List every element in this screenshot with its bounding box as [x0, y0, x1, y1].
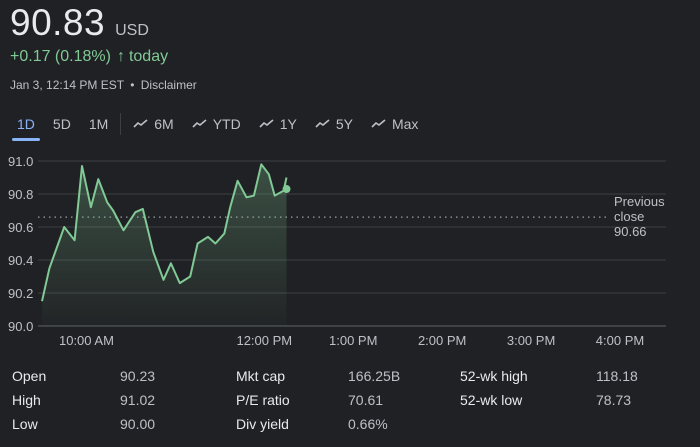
stat-label-52-wk-low: 52-wk low	[460, 392, 523, 408]
previous-close-label-line: close	[614, 209, 644, 224]
price-line	[41, 163, 288, 302]
previous-close-value: 90.66	[614, 224, 647, 239]
tab-label: 1D	[17, 116, 35, 132]
disclaimer-link[interactable]: Disclaimer	[140, 78, 197, 92]
stat-label-mkt-cap: Mkt cap	[236, 368, 286, 384]
tab-max[interactable]: Max	[362, 110, 427, 138]
tab-label: Max	[391, 116, 419, 132]
trend-icon	[315, 116, 330, 132]
range-tabs: 1D 5D 1M 6M YTD 1Y 5Y Max	[8, 110, 427, 141]
tab-1m[interactable]: 1M	[80, 110, 117, 138]
stat-value-open: 90.23	[120, 368, 156, 384]
trend-icon	[371, 116, 386, 132]
x-tick-label: 3:00 PM	[507, 333, 555, 348]
trend-icon	[259, 116, 274, 132]
previous-close-label-line: Previous	[614, 194, 665, 209]
price-area	[42, 164, 287, 326]
stat-value-52-wk-low: 78.73	[596, 392, 632, 408]
stat-value-div-yield: 0.66%	[348, 416, 388, 432]
quote-meta: Jan 3, 12:14 PM EST • Disclaimer	[10, 78, 197, 92]
price-change: +0.17 (0.18%) ↑ today	[10, 48, 168, 66]
tab-1y[interactable]: 1Y	[250, 110, 306, 138]
quote-header: 90.83 USD	[10, 2, 149, 44]
y-tick-label: 90.8	[8, 187, 33, 202]
trend-icon	[192, 116, 207, 132]
y-tick-label: 90.6	[8, 220, 33, 235]
y-tick-label: 91.0	[8, 154, 33, 169]
stat-label-open: Open	[12, 368, 47, 384]
timestamp: Jan 3, 12:14 PM EST	[10, 78, 124, 92]
x-tick-label: 1:00 PM	[329, 333, 377, 348]
x-tick-label: 2:00 PM	[418, 333, 466, 348]
tab-ytd[interactable]: YTD	[183, 110, 250, 138]
stat-label-div-yield: Div yield	[236, 416, 289, 432]
tab-label: 5Y	[335, 116, 353, 132]
stat-label-low: Low	[12, 416, 38, 432]
stat-value-low: 90.00	[120, 416, 156, 432]
tab-label: 1M	[88, 116, 109, 132]
x-tick-label: 4:00 PM	[596, 333, 644, 348]
stat-label-52-wk-high: 52-wk high	[460, 368, 528, 384]
tab-label: 6M	[154, 116, 174, 132]
stat-value-high: 91.02	[120, 392, 156, 408]
stat-label-p-e-ratio: P/E ratio	[236, 392, 290, 408]
x-tick-label: 12:00 PM	[236, 333, 292, 348]
stat-label-high: High	[12, 392, 41, 408]
tab-label: 5D	[52, 116, 71, 132]
price-chart: 91.0 90.8 90.6 90.4 90.2 90.0 10:00 AM 12:00 PM…	[8, 154, 666, 348]
previous-close-label: Previous close	[614, 194, 665, 224]
y-tick-label: 90.0	[8, 319, 33, 334]
separator: •	[130, 78, 135, 92]
trend-icon	[133, 116, 148, 132]
tab-divider	[120, 113, 122, 135]
tab-5d[interactable]: 5D	[44, 110, 80, 138]
y-tick-label: 90.4	[8, 253, 33, 268]
tab-label: 1Y	[279, 116, 297, 132]
tab-1d[interactable]: 1D	[8, 110, 44, 141]
currency-label: USD	[115, 22, 149, 39]
current-price: 90.83	[10, 2, 106, 43]
stat-value-mkt-cap: 166.25B	[348, 368, 401, 384]
up-arrow-icon: ↑	[116, 48, 125, 65]
last-price-dot	[282, 185, 291, 194]
stat-value-52-wk-high: 118.18	[596, 368, 638, 384]
tab-label: YTD	[212, 116, 241, 132]
tab-5y[interactable]: 5Y	[306, 110, 362, 138]
change-value: +0.17 (0.18%)	[10, 48, 111, 65]
tab-6m[interactable]: 6M	[124, 110, 182, 138]
change-period: today	[128, 48, 169, 65]
stat-value-p-e-ratio: 70.61	[348, 392, 384, 408]
y-tick-label: 90.2	[8, 286, 33, 301]
x-tick-label: 10:00 AM	[59, 333, 114, 348]
